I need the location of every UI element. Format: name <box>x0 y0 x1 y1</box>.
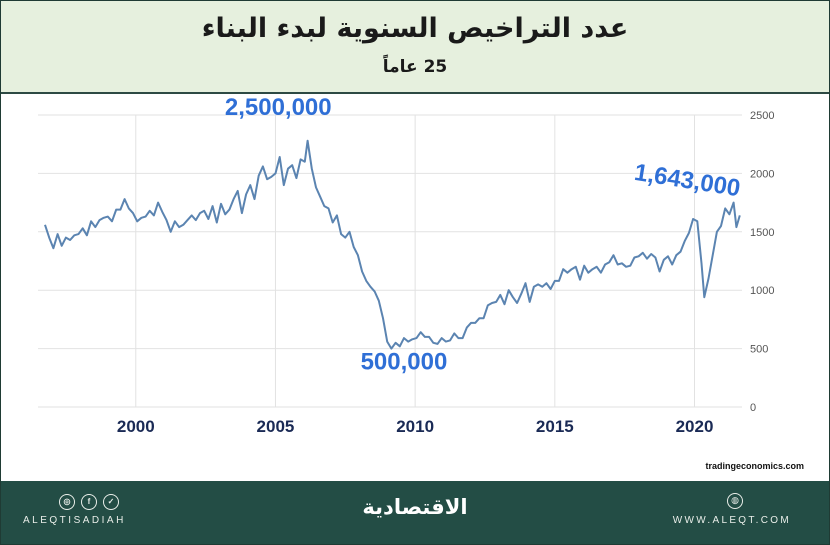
x-tick-label: 2015 <box>536 417 574 436</box>
y-tick-label: 0 <box>750 402 756 414</box>
series-line <box>44 139 741 350</box>
line-chart: 0 500 1000 1500 2000 2500 2000 2005 2010 2015 2020… <box>38 94 774 436</box>
x-tick-label: 2010 <box>396 417 434 436</box>
chart-title: عدد التراخيص السنوية لبدء البناء <box>201 13 629 44</box>
y-tick-label: 1500 <box>750 227 774 239</box>
website-link[interactable]: WWW.ALEQT.COM <box>672 515 791 526</box>
y-tick-label: 1000 <box>750 285 774 297</box>
x-tick-label: 2020 <box>676 417 714 436</box>
instagram-icon[interactable]: ◎ <box>59 494 75 510</box>
social-icons: ◎ f ✓ <box>59 494 119 510</box>
social-handle: ALEQTISADIAH <box>23 515 126 526</box>
y-tick-label: 2000 <box>750 168 774 180</box>
x-tick-label: 2000 <box>117 417 155 436</box>
value-annotation: 1,643,000 <box>632 159 742 202</box>
y-tick-label: 500 <box>750 344 768 356</box>
globe-icon: ◍ <box>727 493 743 509</box>
chart-header: عدد التراخيص السنوية لبدء البناء 25 عاما… <box>1 1 829 94</box>
twitter-icon[interactable]: ✓ <box>103 494 119 510</box>
facebook-icon[interactable]: f <box>81 494 97 510</box>
brand-logo: الاقتصادية <box>362 495 468 519</box>
value-annotation: 2,500,000 <box>225 94 332 121</box>
y-tick-label: 2500 <box>750 110 774 122</box>
chart-subtitle: 25 عاماً <box>382 57 448 77</box>
footer-bar: ◎ f ✓ ALEQTISADIAH الاقتصادية ◍ WWW.ALEQ… <box>1 481 829 544</box>
source-label: tradingeconomics.com <box>705 461 804 471</box>
x-tick-label: 2005 <box>257 417 295 436</box>
value-annotation: 500,000 <box>361 349 448 376</box>
